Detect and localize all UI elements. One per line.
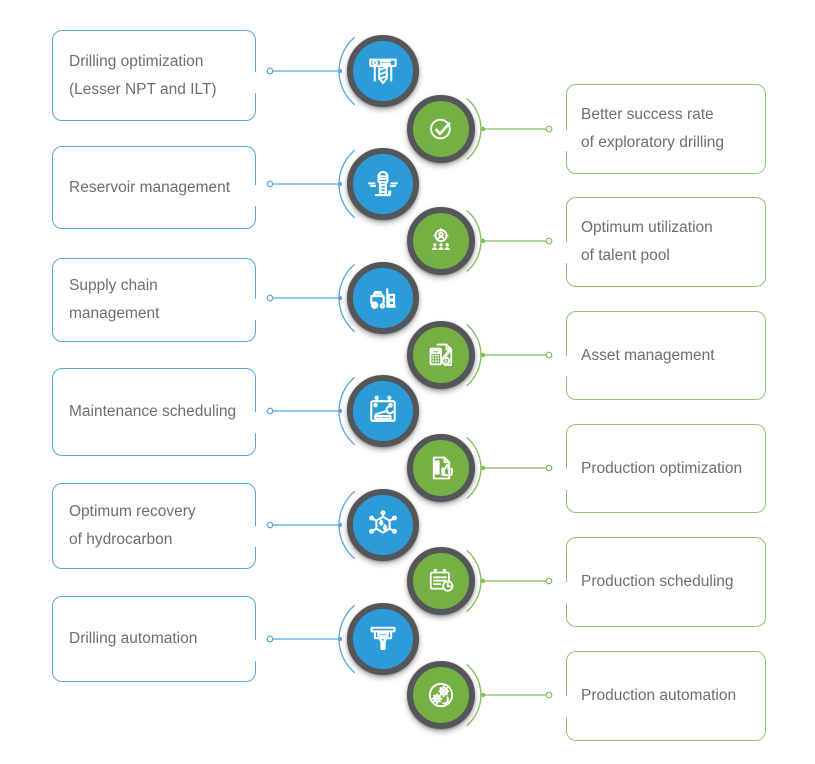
node-maintenance-scheduling <box>347 375 419 447</box>
left-box-label: Maintenance scheduling <box>69 403 237 421</box>
schedule-clock-icon <box>429 569 454 592</box>
right-box-label: Production scheduling <box>581 573 734 591</box>
left-box-maintenance-scheduling: Maintenance scheduling <box>52 368 256 456</box>
right-box-label: Optimum utilization of talent pool <box>581 219 713 264</box>
talent-pool-icon <box>432 228 450 250</box>
left-box-reservoir-management: Reservoir management <box>52 146 256 229</box>
right-box-label: Better success rate of exploratory drill… <box>581 106 725 151</box>
node-production-automation <box>407 661 475 729</box>
dollar-glyph: $ <box>444 359 447 365</box>
drill-rig-icon <box>369 58 397 85</box>
left-box-label: Optimum recovery of hydrocarbon <box>69 503 196 548</box>
calculator-doc-icon: $ <box>429 343 453 366</box>
right-box-talent-pool: Optimum utilization of talent pool <box>566 197 766 287</box>
left-box-supply-chain: Supply chain management <box>52 258 256 342</box>
left-box-label: Supply chain management <box>69 277 160 322</box>
connector-left-6 <box>252 604 356 674</box>
right-box-asset-management: Asset management <box>566 311 766 400</box>
node-production-scheduling <box>407 547 475 615</box>
node-asset-management: $ <box>407 321 475 389</box>
left-box-optimum-recovery: Optimum recovery of hydrocarbon <box>52 483 256 569</box>
connector-left-3 <box>252 263 356 333</box>
node-supply-chain <box>347 262 419 334</box>
right-box-production-automation: Production automation <box>566 651 766 741</box>
connector-left-2 <box>252 149 356 219</box>
check-circle-icon <box>430 118 451 140</box>
left-box-drilling-automation: Drilling automation <box>52 596 256 682</box>
node-optimum-recovery <box>347 489 419 561</box>
forklift-icon <box>370 288 396 309</box>
connector-right-6 <box>466 663 570 727</box>
connector-left-4 <box>252 376 356 446</box>
calendar-wrench-icon <box>370 395 396 422</box>
node-reservoir-management <box>347 148 419 220</box>
connector-left-5 <box>252 490 356 560</box>
right-box-label: Asset management <box>581 346 715 364</box>
right-box-label: Production optimization <box>581 459 743 477</box>
connector-right-4 <box>466 436 570 500</box>
connector-right-1 <box>466 97 570 161</box>
water-tower-icon <box>368 170 398 197</box>
node-talent-pool <box>407 207 475 275</box>
left-box-label: Reservoir management <box>69 178 231 196</box>
node-exploratory-drilling <box>407 95 475 163</box>
right-box-production-scheduling: Production scheduling <box>566 537 766 627</box>
drill-press-icon <box>370 626 396 651</box>
node-drilling-optimization <box>347 35 419 107</box>
connector-right-2 <box>466 209 570 273</box>
connector-right-3 <box>466 323 570 387</box>
connector-left-1 <box>252 36 356 106</box>
checklist-thumb-icon <box>432 456 454 480</box>
left-box-label: Drilling automation <box>69 630 198 648</box>
right-box-label: Production automation <box>581 687 737 705</box>
molecule-icon <box>369 510 397 534</box>
left-box-drilling-optimization: Drilling optimization (Lesser NPT and IL… <box>52 30 256 121</box>
left-box-label: Drilling optimization (Lesser NPT and IL… <box>69 52 217 98</box>
node-production-optimization <box>407 434 475 502</box>
connector-right-5 <box>466 549 570 613</box>
node-drilling-automation <box>347 603 419 675</box>
gears-icon <box>428 682 454 708</box>
right-box-production-optimization: Production optimization <box>566 424 766 513</box>
right-box-exploratory-drilling: Better success rate of exploratory drill… <box>566 84 766 174</box>
